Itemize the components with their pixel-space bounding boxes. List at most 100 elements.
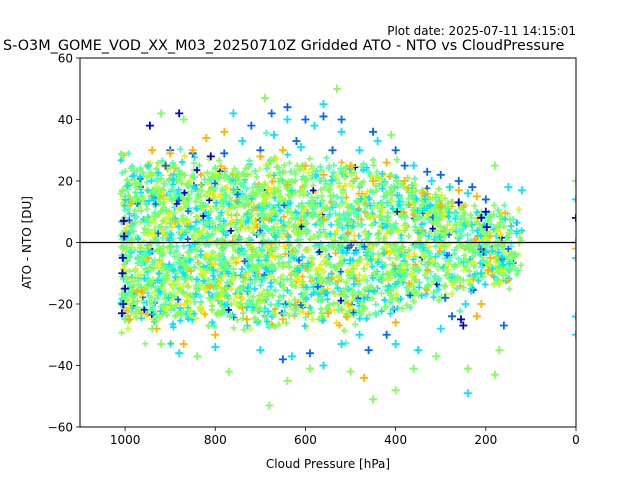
cloud-point [350,232,358,239]
cloud-point [349,257,357,264]
cloud-point [401,260,408,268]
cloud-point [149,275,157,283]
cloud-point [204,169,211,176]
cloud-point [382,180,389,188]
cloud-point [327,261,334,269]
cloud-point [356,315,363,322]
cloud-point [286,160,293,167]
cloud-point [133,213,140,221]
cloud-point [360,160,367,168]
cloud-point [153,175,161,183]
cloud-point [276,169,283,177]
cloud-point [301,190,309,197]
cloud-point [143,186,150,193]
cloud-point [465,276,473,284]
cloud-point [464,231,471,238]
cloud-point [367,282,374,289]
cloud-point [403,301,410,309]
cloud-point [277,217,285,224]
cloud-point [140,229,148,236]
cloud-point [242,165,249,172]
cloud-point [455,255,462,262]
cloud-point [301,175,309,182]
cloud-point [243,210,250,217]
cloud-point [215,214,223,222]
cloud-point [340,210,347,217]
cloud-point [140,306,148,313]
cloud-point [125,150,132,157]
cloud-point [268,206,276,213]
cloud-point [124,234,131,241]
cloud-point [241,280,249,287]
cloud-point [513,270,520,278]
cloud-point [470,259,477,266]
cloud-point [275,260,282,267]
cloud-point [471,249,479,256]
cloud-point [499,271,506,279]
cloud-point [359,276,366,283]
cloud-point [405,253,413,260]
cloud-point [378,216,386,224]
cloud-point [304,310,312,318]
cloud-point [290,223,298,230]
cloud-point [192,198,199,205]
cloud-point [170,171,177,178]
cloud-point [487,232,495,239]
cloud-point [267,240,275,247]
cloud-point [186,218,193,226]
cloud-point [255,184,263,191]
cloud-point [324,254,332,262]
cloud-point [212,278,219,286]
cloud-point [240,326,248,333]
cloud-point [240,183,247,190]
cloud-point [441,195,449,202]
cloud-point [328,177,335,184]
cloud-point [374,231,381,239]
cloud-point [161,180,168,188]
cloud-point [349,223,357,230]
cloud-point [169,283,177,291]
cloud-point [258,185,265,192]
cloud-point [398,305,406,312]
cloud-point [230,324,237,332]
cloud-point [233,175,240,182]
cloud-point [234,218,241,226]
cloud-point [387,229,394,237]
cloud-point [154,262,161,269]
cloud-point [225,201,233,208]
cloud-point [228,211,235,219]
cloud-point [166,234,173,242]
cloud-point [196,303,203,311]
cloud-point [146,280,153,287]
cloud-point [471,202,478,209]
cloud-point [166,249,174,256]
cloud-point [344,244,351,252]
cloud-point [134,271,141,278]
cloud-point [388,197,396,205]
cloud-point [210,225,218,232]
cloud-point [432,194,439,202]
cloud-point [209,231,216,238]
cloud-point [353,277,360,284]
cloud-point [278,224,286,231]
cloud-point [225,270,232,277]
cloud-point [272,244,279,251]
cloud-point [303,206,310,213]
cloud-point [362,192,369,200]
cloud-point [404,224,411,231]
cloud-point [237,271,245,279]
cloud-point [294,265,301,273]
cloud-point [307,202,314,209]
cloud-point [281,243,288,250]
cloud-point [123,176,131,184]
cloud-point [226,194,233,201]
cloud-point [410,298,417,305]
cloud-point [338,194,345,202]
cloud-point [280,178,288,186]
cloud-point [208,237,215,245]
cloud-point [338,276,345,284]
cloud-point [261,181,268,189]
cloud-point [274,226,281,234]
cloud-point [239,304,246,312]
cloud-point [181,198,189,205]
